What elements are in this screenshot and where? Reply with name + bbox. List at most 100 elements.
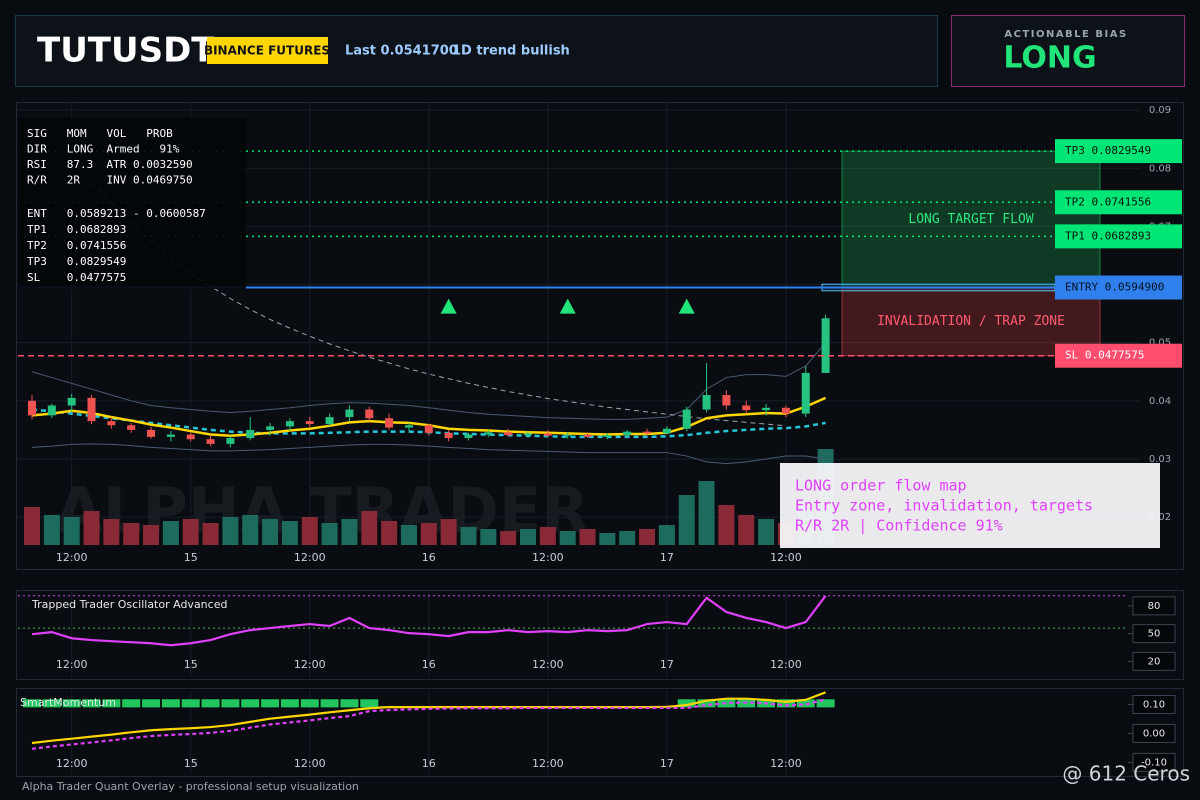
series-line <box>31 595 827 647</box>
x-tick-label: 12:00 <box>770 757 802 770</box>
series-line <box>31 698 826 750</box>
volume-bar <box>63 517 80 545</box>
volume-bar <box>242 515 259 545</box>
panel-title: Trapped Trader Oscillator Advanced <box>31 598 227 611</box>
candle-body <box>623 431 632 436</box>
candle-body <box>285 421 294 427</box>
volume-bar <box>341 519 358 545</box>
stats-line: RSI 87.3 ATR 0.0032590 <box>27 158 193 171</box>
volume-bar <box>639 529 656 545</box>
y-tick-box <box>1132 596 1176 616</box>
candle-body <box>742 405 751 411</box>
candle-body <box>603 435 612 437</box>
candle-body <box>166 434 175 437</box>
candle-body <box>127 425 136 430</box>
y-tick-label: 0.04 <box>1149 396 1171 407</box>
volume-bar <box>381 521 398 545</box>
stats-line: TP2 0.0741556 <box>27 239 126 252</box>
credit: @ 612 Ceros <box>1062 762 1190 786</box>
histogram-bar <box>102 699 121 708</box>
candle-body <box>404 425 413 428</box>
level-label: TP2 0.0741556 <box>1065 195 1151 208</box>
volume-bar <box>440 519 457 545</box>
candle-body <box>543 433 552 436</box>
candle-body <box>226 438 235 444</box>
level-label: SL 0.0477575 <box>1065 349 1144 362</box>
panel-title: SmartMomentum <box>20 696 116 709</box>
level-label-box <box>1055 343 1182 368</box>
candle-body <box>266 426 275 430</box>
bias-value: LONG <box>1003 41 1096 76</box>
level-label: TP3 0.0829549 <box>1065 144 1151 157</box>
last-price: Last 0.0541700 <box>345 44 458 59</box>
volume-bar <box>43 515 60 545</box>
volume-bar <box>758 519 775 545</box>
candle-body <box>821 318 830 373</box>
y-tick-label: 0.10 <box>1143 699 1165 710</box>
stats-line: TP3 0.0829549 <box>27 255 126 268</box>
volume-bar <box>500 531 517 545</box>
overlay-line <box>31 342 826 420</box>
histogram-bar <box>201 699 220 708</box>
candle-body <box>424 425 433 433</box>
candle-body <box>385 418 394 428</box>
exchange-badge <box>207 37 328 64</box>
volume-bar <box>559 531 576 545</box>
stats-line: ENT 0.0589213 - 0.0600587 <box>27 207 206 220</box>
overlay-line <box>31 443 826 465</box>
candle-body <box>801 372 810 414</box>
histogram-bar <box>261 699 280 708</box>
volume-bar <box>480 529 497 545</box>
volume-bar <box>83 511 100 545</box>
candle-body <box>206 439 215 444</box>
x-tick-label: 12:00 <box>532 551 564 564</box>
histogram-bar <box>142 699 161 708</box>
candle-body <box>246 429 255 439</box>
volume-bar <box>579 529 596 545</box>
y-tick-box <box>1132 624 1176 644</box>
level-label: TP1 0.0682893 <box>1065 229 1151 242</box>
x-tick-label: 12:00 <box>56 551 88 564</box>
y-tick-box <box>1132 723 1176 743</box>
volume-bar <box>718 505 735 545</box>
volume-bar <box>460 527 477 545</box>
candle-body <box>345 409 354 418</box>
candle-body <box>583 434 592 437</box>
volume-bar <box>143 525 160 545</box>
stats-line: R/R 2R INV 0.0469750 <box>27 174 193 187</box>
candle-body <box>504 432 513 436</box>
histogram-bar <box>717 699 736 708</box>
y-tick-label: 20 <box>1148 656 1161 667</box>
volume-bar <box>262 519 279 545</box>
bias-label: ACTIONABLE BIAS <box>1004 29 1127 40</box>
signal-marker <box>559 298 576 314</box>
histogram-bar <box>241 699 260 708</box>
candle-body <box>147 429 156 437</box>
candle-body <box>87 397 96 422</box>
footer: Alpha Trader Quant Overlay - professiona… <box>22 780 359 793</box>
x-tick-label: 16 <box>422 757 436 770</box>
volume-bar <box>539 527 556 545</box>
histogram-bar <box>42 699 61 708</box>
x-tick-label: 17 <box>660 658 674 671</box>
x-tick-label: 16 <box>422 658 436 671</box>
histogram-bar <box>122 699 141 708</box>
candle-body <box>47 405 56 416</box>
histogram-bar <box>796 699 815 708</box>
level-label-box <box>1055 190 1182 215</box>
level-label-box <box>1055 224 1182 249</box>
volume-bar <box>103 519 120 545</box>
volume-bar <box>222 517 239 545</box>
candle-body <box>563 434 572 436</box>
volume-bar <box>599 533 616 545</box>
x-tick-label: 12:00 <box>532 658 564 671</box>
y-tick-label: 50 <box>1148 629 1161 640</box>
oscillator-panel <box>16 590 1184 680</box>
histogram-bar <box>82 699 101 708</box>
x-tick-label: 12:00 <box>770 658 802 671</box>
candle-body <box>722 395 731 406</box>
candle-body <box>682 409 691 429</box>
y-tick-label: -0.10 <box>1141 757 1167 768</box>
signal-marker <box>678 298 695 314</box>
